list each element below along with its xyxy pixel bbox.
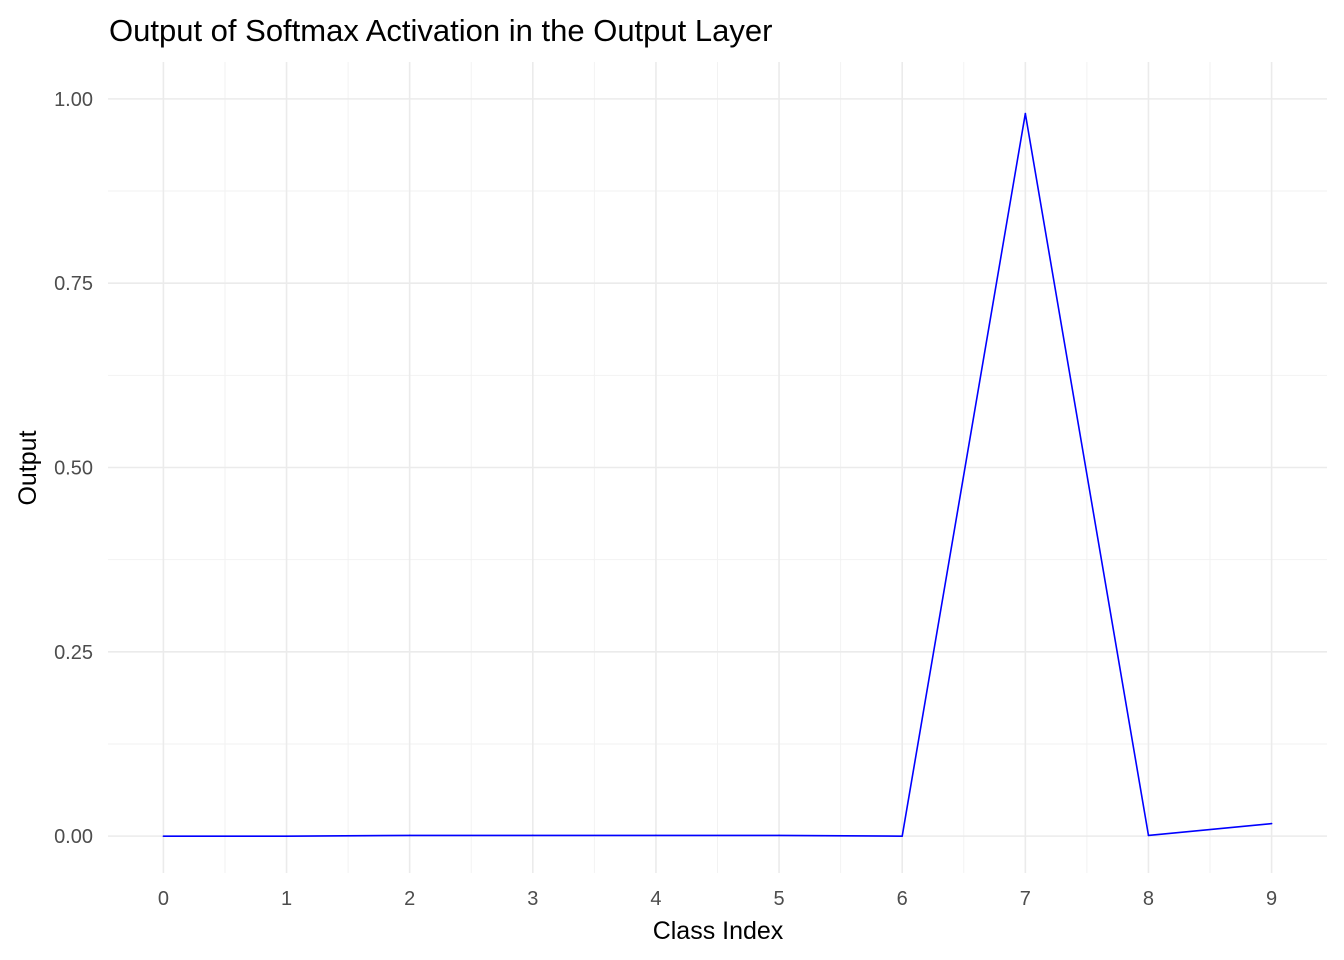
y-tick-label: 0.00 <box>54 826 93 848</box>
x-tick-label: 1 <box>281 888 292 910</box>
x-tick-label: 4 <box>650 888 661 910</box>
data-point <box>162 835 165 837</box>
data-point <box>408 834 411 837</box>
y-tick-label: 0.50 <box>54 458 93 480</box>
y-axis-tick-labels: 0.00 0.25 0.50 0.75 1.00 <box>54 89 93 848</box>
data-point <box>285 835 288 837</box>
x-tick-label: 3 <box>527 888 538 910</box>
x-tick-label: 2 <box>404 888 415 910</box>
y-tick-label: 0.75 <box>54 273 93 295</box>
chart-title: Output of Softmax Activation in the Outp… <box>109 13 772 48</box>
y-tick-label: 0.25 <box>54 642 93 664</box>
x-tick-label: 7 <box>1020 888 1031 910</box>
x-axis-title: Class Index <box>653 917 784 945</box>
x-tick-label: 8 <box>1143 888 1154 910</box>
x-tick-label: 0 <box>158 888 169 910</box>
y-axis-title: Output <box>14 430 42 505</box>
data-point <box>778 834 780 837</box>
data-point <box>532 834 534 837</box>
series-line <box>163 112 1272 837</box>
y-tick-label: 1.00 <box>54 89 93 111</box>
grid <box>108 62 1327 873</box>
data-point <box>655 834 657 837</box>
x-tick-label: 9 <box>1266 888 1277 910</box>
x-axis-tick-labels: 0 1 2 3 4 5 6 7 8 9 <box>158 888 1277 910</box>
data-point <box>1147 834 1150 837</box>
data-point <box>1270 822 1273 825</box>
data-point <box>1024 112 1027 115</box>
x-tick-label: 6 <box>897 888 908 910</box>
series-output <box>162 112 1273 837</box>
data-point <box>901 835 903 837</box>
x-tick-label: 5 <box>774 888 785 910</box>
